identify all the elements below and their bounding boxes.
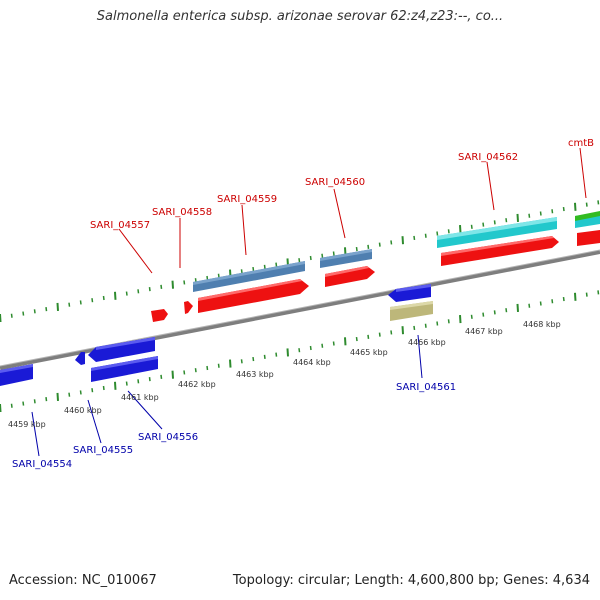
- scale-label-4464: 4464 kbp: [293, 358, 331, 367]
- genome-stats-text: Topology: circular; Length: 4,600,800 bp…: [232, 573, 590, 588]
- scale-label-4465: 4465 kbp: [350, 348, 388, 357]
- feature-cmtb-band[interactable]: [575, 211, 600, 228]
- feature-sari-04559-band[interactable]: [193, 261, 305, 292]
- gene-label-sari-04556[interactable]: SARI_04556: [138, 432, 198, 443]
- scale-label-4461: 4461 kbp: [121, 393, 159, 402]
- tick-tracks: [0, 200, 600, 413]
- genome-title: Salmonella enterica subsp. arizonae sero…: [96, 9, 504, 24]
- scale-label-4460: 4460 kbp: [64, 406, 102, 415]
- gene-label-sari-04562[interactable]: SARI_04562: [458, 152, 518, 163]
- scale-label-4467: 4467 kbp: [465, 327, 503, 336]
- cds-sari-04559[interactable]: [198, 279, 309, 313]
- label-leaders: [31, 147, 587, 457]
- cds-sari-04557[interactable]: [151, 309, 168, 322]
- feature-sari-04562-band[interactable]: [437, 217, 557, 248]
- cds-sari-04556-b[interactable]: [91, 356, 158, 382]
- feature-sari-04561-band[interactable]: [390, 301, 433, 321]
- accession-text: Accession: NC_010067: [9, 573, 157, 588]
- cds-sari-04556-a[interactable]: [88, 337, 155, 362]
- scale-label-4468: 4468 kbp: [523, 320, 561, 329]
- feature-sari-04560-band[interactable]: [320, 249, 372, 268]
- cds-sari-04558[interactable]: [184, 301, 193, 314]
- gene-label-sari-04555[interactable]: SARI_04555: [73, 445, 133, 456]
- gene-label-sari-04558[interactable]: SARI_04558: [152, 207, 212, 218]
- scale-label-4463: 4463 kbp: [236, 370, 274, 379]
- reverse-tick-track: [0, 290, 600, 413]
- scale-label-4466: 4466 kbp: [408, 338, 446, 347]
- cds-sari-04554[interactable]: [0, 364, 33, 386]
- scale-label-4462: 4462 kbp: [178, 380, 216, 389]
- gene-label-sari-04560[interactable]: SARI_04560: [305, 177, 365, 188]
- gene-label-sari-04561[interactable]: SARI_04561: [396, 382, 456, 393]
- cds-sari-04562[interactable]: [441, 236, 559, 266]
- cds-sari-04560[interactable]: [325, 266, 375, 287]
- forward-tick-track: [0, 200, 600, 323]
- gene-label-sari-04559[interactable]: SARI_04559: [217, 194, 277, 205]
- cds-cmtb[interactable]: [577, 230, 600, 246]
- cds-sari-04555[interactable]: [75, 352, 85, 365]
- gene-label-sari-04554[interactable]: SARI_04554: [12, 459, 72, 470]
- cds-sari-04561[interactable]: [388, 284, 431, 302]
- gene-label-cmtb[interactable]: cmtB: [568, 138, 594, 149]
- scale-label-4459: 4459 kbp: [8, 420, 46, 429]
- gene-label-sari-04557[interactable]: SARI_04557: [90, 220, 150, 231]
